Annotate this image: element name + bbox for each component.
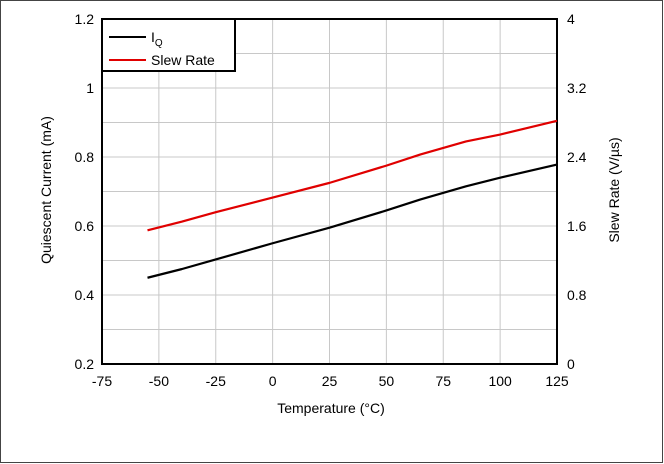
x-axis-ticks: -75 -50 -25 0 25 50 75 100 125	[92, 373, 569, 389]
series-line-slew-rate	[147, 119, 558, 232]
legend-box	[101, 18, 236, 72]
right-y-tick-label: 0.8	[567, 287, 587, 303]
right-y-tick-label: 2.4	[567, 149, 587, 165]
legend-label-iq-sub: Q	[155, 38, 163, 49]
x-tick-label: -25	[206, 373, 226, 389]
x-tick-label: 0	[269, 373, 277, 389]
legend-label-iq-main: I	[151, 29, 155, 45]
series-lines	[147, 119, 558, 279]
x-tick-label: 125	[545, 373, 569, 389]
right-y-axis-ticks: 0 0.8 1.6 2.4 3.2 4	[567, 11, 587, 372]
legend-label-iq: IQ	[151, 29, 163, 49]
x-tick-label: 25	[322, 373, 338, 389]
left-y-tick-label: 0.4	[75, 287, 95, 303]
plot-area	[101, 18, 558, 365]
right-y-tick-label: 4	[567, 11, 575, 27]
x-tick-label: -50	[149, 373, 169, 389]
left-y-axis-ticks: 0.2 0.4 0.6 0.8 1 1.2	[75, 11, 95, 372]
x-axis-title: Temperature (°C)	[277, 400, 385, 416]
legend-label-slew-rate: Slew Rate	[151, 52, 215, 68]
left-y-tick-label: 0.6	[75, 218, 95, 234]
left-y-tick-label: 1	[86, 80, 94, 96]
x-tick-label: 50	[379, 373, 395, 389]
series-line-iq	[147, 163, 558, 279]
left-y-tick-label: 0.8	[75, 149, 95, 165]
legend: IQ Slew Rate	[101, 18, 236, 72]
right-y-tick-label: 1.6	[567, 218, 587, 234]
x-tick-label: 75	[435, 373, 451, 389]
right-y-tick-label: 3.2	[567, 80, 587, 96]
x-tick-label: -75	[92, 373, 112, 389]
right-y-tick-label: 0	[567, 356, 575, 372]
left-y-tick-label: 0.2	[75, 356, 95, 372]
right-y-axis-title: Slew Rate (V/µs)	[606, 137, 622, 242]
left-y-tick-label: 1.2	[75, 11, 95, 27]
left-y-axis-title: Quiescent Current (mA)	[38, 116, 54, 264]
x-tick-label: 100	[488, 373, 512, 389]
